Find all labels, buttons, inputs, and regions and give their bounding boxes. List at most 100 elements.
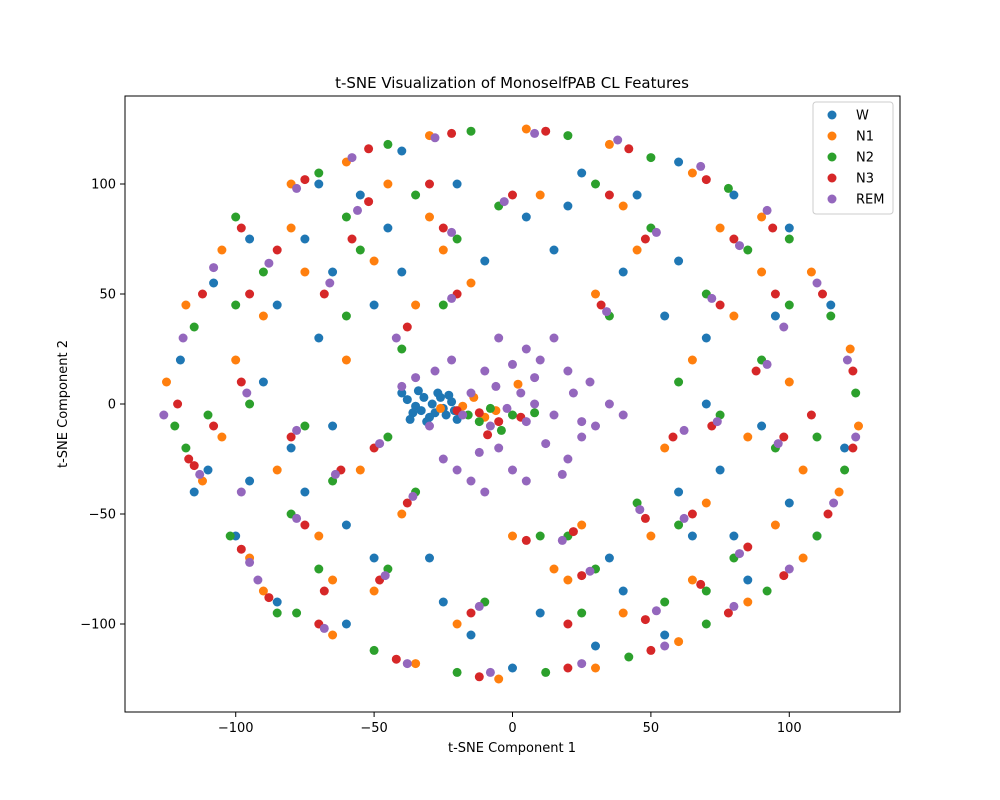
point-n3 [466, 608, 476, 618]
point-w [203, 465, 213, 475]
point-rem [474, 601, 484, 611]
point-w [563, 201, 573, 211]
point-w [743, 575, 753, 585]
point-n3 [173, 399, 183, 409]
point-n1 [494, 674, 504, 684]
point-n2 [496, 425, 506, 435]
point-rem [521, 417, 531, 427]
point-n3 [438, 223, 448, 233]
point-n2 [660, 597, 670, 607]
point-n2 [438, 300, 448, 310]
point-rem [602, 307, 612, 317]
point-rem [563, 454, 573, 464]
point-n2 [355, 245, 365, 255]
point-n3 [563, 619, 573, 629]
point-w [701, 333, 711, 343]
y-tick-label: 50 [99, 288, 116, 303]
x-tick-label: 0 [508, 721, 516, 736]
point-n2 [466, 126, 476, 136]
point-w [577, 168, 587, 178]
point-n2 [624, 652, 634, 662]
point-w [419, 392, 429, 402]
point-n1 [646, 531, 656, 541]
point-rem [784, 564, 794, 574]
point-rem [585, 377, 595, 387]
point-w [413, 386, 423, 396]
point-n3 [474, 672, 484, 682]
point-n1 [217, 245, 227, 255]
point-n1 [258, 311, 268, 321]
point-w [405, 414, 415, 424]
point-rem [679, 425, 689, 435]
point-rem [530, 399, 540, 409]
point-rem [209, 263, 219, 273]
point-n3 [402, 498, 412, 508]
point-rem [402, 659, 412, 669]
y-tick-label: −100 [80, 618, 116, 633]
point-rem [380, 571, 390, 581]
point-n1 [181, 300, 191, 310]
point-n1 [784, 377, 794, 387]
point-n3 [687, 509, 697, 519]
point-w [452, 179, 462, 189]
point-n1 [162, 377, 171, 387]
point-w [369, 300, 379, 310]
point-n2 [341, 212, 351, 222]
point-rem [466, 476, 476, 486]
point-rem [557, 469, 567, 479]
point-rem [253, 575, 263, 585]
legend-label-n2: N2 [856, 151, 874, 166]
point-rem [563, 366, 573, 376]
point-rem [851, 432, 861, 442]
point-w [416, 406, 426, 416]
point-rem [319, 623, 329, 633]
point-rem [178, 333, 188, 343]
point-n1 [369, 256, 379, 266]
point-w [314, 179, 324, 189]
point-n2 [723, 183, 733, 193]
point-w [300, 487, 310, 497]
point-n1 [687, 575, 697, 585]
point-w [784, 498, 794, 508]
point-n1 [466, 278, 476, 288]
point-rem [613, 135, 623, 145]
point-n1 [834, 487, 844, 497]
point-n3 [596, 300, 606, 310]
point-rem [485, 667, 495, 677]
point-n1 [798, 553, 808, 563]
point-n2 [563, 131, 573, 141]
point-n1 [798, 465, 808, 475]
point-rem [707, 293, 717, 303]
point-rem [577, 432, 587, 442]
point-n3 [364, 144, 374, 154]
point-n2 [530, 408, 540, 418]
point-n3 [818, 289, 827, 299]
point-w [480, 256, 490, 266]
point-n3 [779, 571, 789, 581]
point-n3 [300, 520, 310, 530]
legend-marker-n3 [827, 173, 837, 183]
point-n1 [757, 212, 767, 222]
point-w [826, 300, 836, 310]
point-rem [735, 241, 744, 251]
point-w [189, 487, 199, 497]
point-n1 [341, 355, 351, 365]
point-n1 [729, 311, 739, 321]
point-rem [397, 381, 407, 391]
point-rem [712, 417, 722, 427]
point-n2 [452, 234, 462, 244]
series-w [175, 146, 850, 673]
point-n1 [618, 201, 628, 211]
point-rem [447, 227, 457, 237]
point-w [258, 377, 268, 387]
point-rem [292, 425, 302, 435]
point-n2 [851, 388, 861, 398]
point-n3 [768, 223, 778, 233]
point-rem [812, 278, 822, 288]
point-n3 [668, 432, 678, 442]
point-rem [762, 359, 772, 369]
point-n1 [438, 245, 448, 255]
point-n3 [264, 593, 274, 603]
point-n2 [485, 403, 495, 413]
point-n1 [355, 465, 365, 475]
